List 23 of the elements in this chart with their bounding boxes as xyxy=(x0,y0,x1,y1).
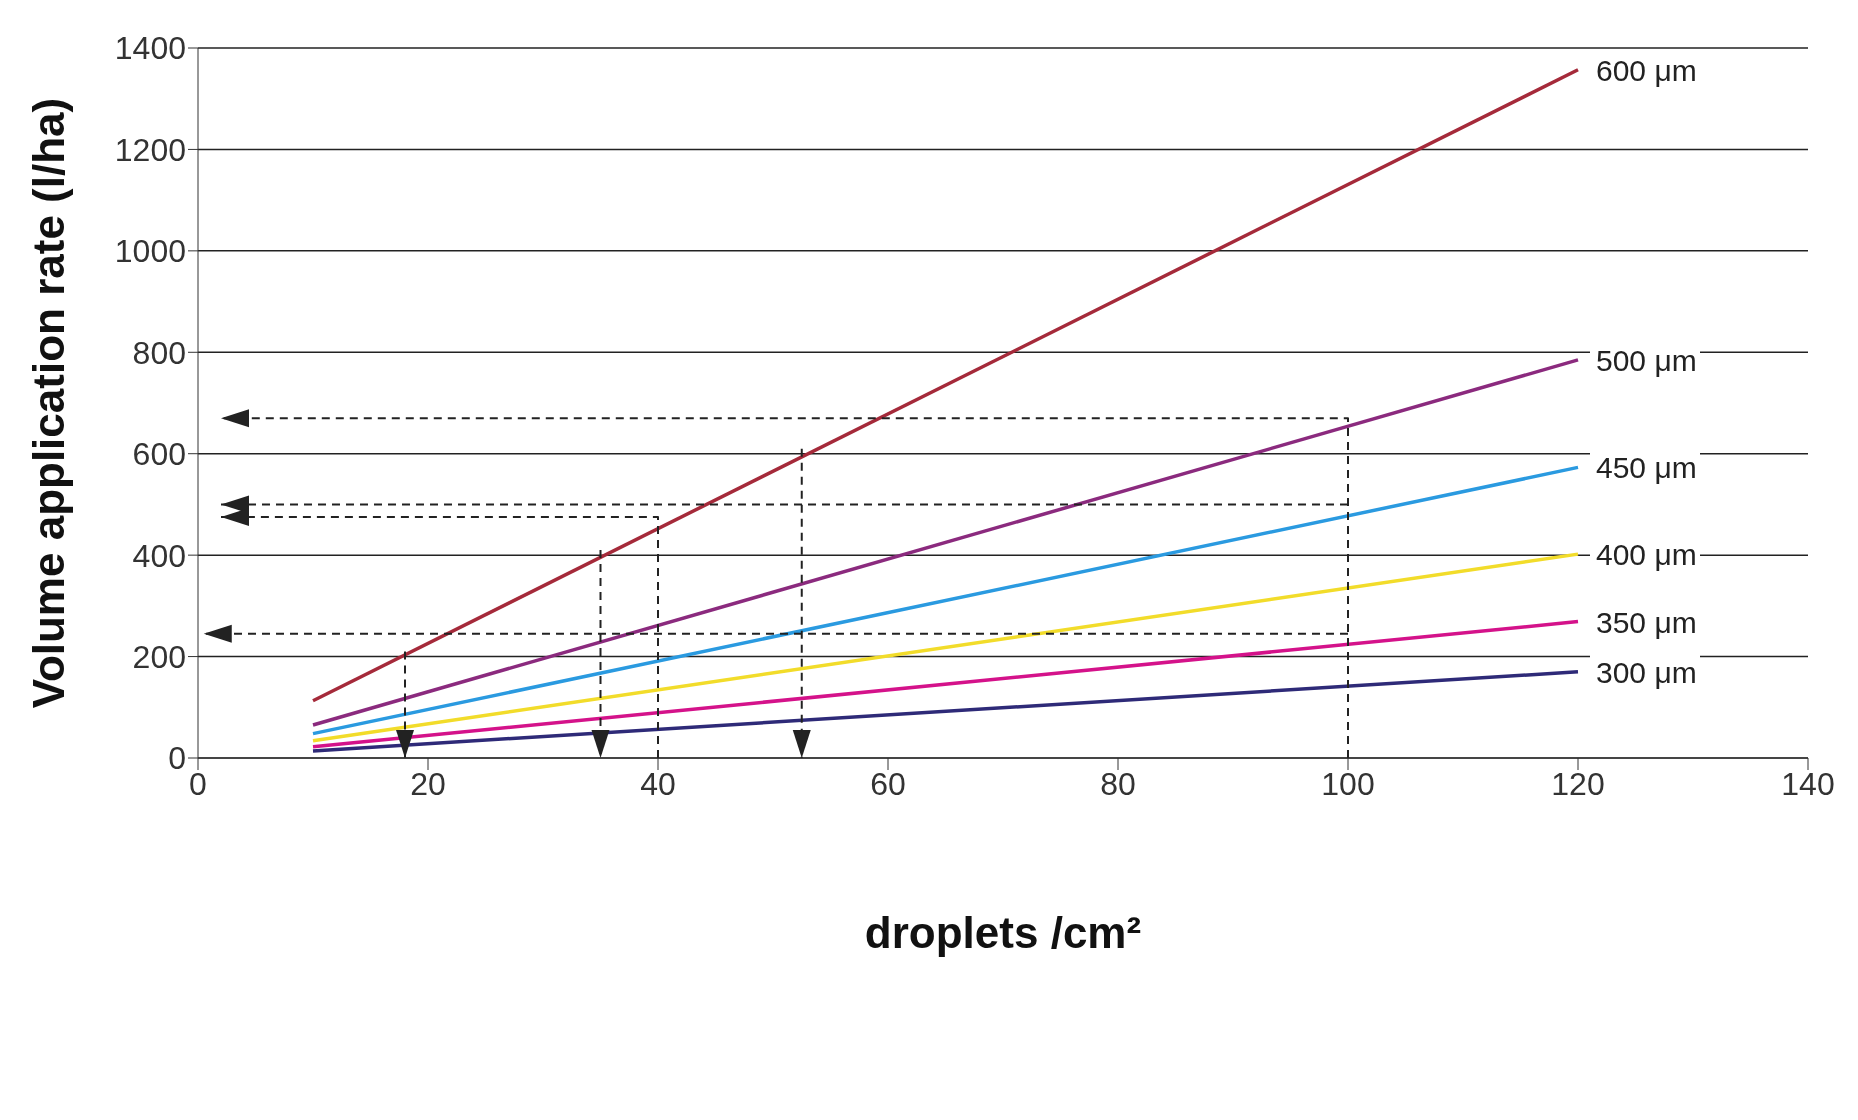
x-tick-label: 100 xyxy=(1321,765,1375,802)
y-tick-label: 800 xyxy=(132,334,186,371)
x-tick-label: 120 xyxy=(1551,765,1605,802)
series-label: 350 μm xyxy=(1596,605,1697,639)
y-tick-label: 1200 xyxy=(114,131,186,168)
x-tick-label: 140 xyxy=(1781,765,1835,802)
x-tick-label: 60 xyxy=(870,765,906,802)
y-tick-label: 1000 xyxy=(114,233,186,270)
x-tick-label: 40 xyxy=(640,765,676,802)
y-tick-label: 1400 xyxy=(114,30,186,67)
x-axis-title: droplets /cm² xyxy=(864,908,1142,957)
series-label: 300 μm xyxy=(1596,655,1697,689)
y-tick-label: 400 xyxy=(132,537,186,574)
series-label: 450 μm xyxy=(1596,451,1697,485)
y-tick-label: 0 xyxy=(168,740,186,777)
series-label: 500 μm xyxy=(1596,343,1697,377)
y-tick-label: 600 xyxy=(132,436,186,473)
y-tick-label: 200 xyxy=(132,638,186,675)
series-label: 400 μm xyxy=(1596,538,1697,572)
y-axis-title: Volume application rate (l/ha) xyxy=(23,97,73,709)
series-label: 600 μm xyxy=(1596,53,1697,87)
x-tick-label: 20 xyxy=(410,765,446,802)
x-tick-label: 80 xyxy=(1100,765,1136,802)
